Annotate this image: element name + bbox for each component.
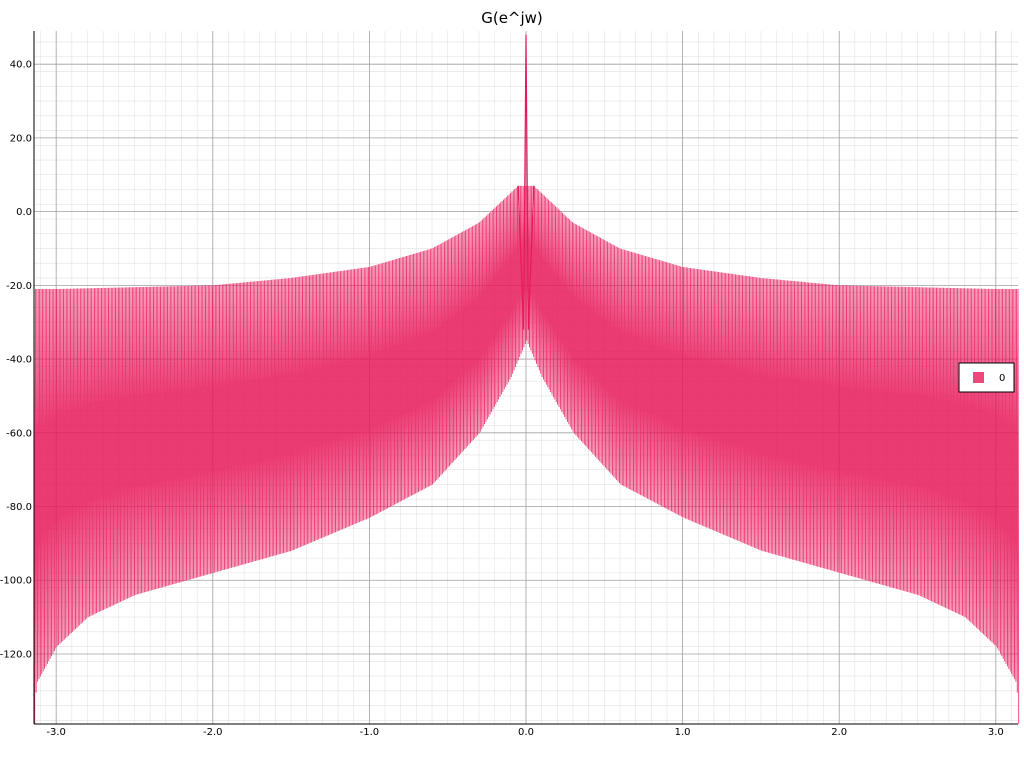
legend[interactable]: 0: [958, 362, 1015, 393]
legend-swatch: [973, 372, 984, 383]
y-tick-label: -120.0: [0, 649, 32, 660]
y-tick-label: 40.0: [10, 60, 32, 71]
y-tick-label: -100.0: [0, 576, 32, 587]
legend-label: 0: [999, 373, 1005, 384]
axes-layer: [33, 31, 1018, 725]
x-tick-label: 1.0: [675, 727, 691, 738]
y-tick-label: -80.0: [6, 502, 32, 513]
series-layer: [33, 34, 1020, 725]
x-tick-label: 3.0: [988, 727, 1004, 738]
series-line-0: [33, 185, 1020, 725]
tick-layer: -3.0 -2.0 -1.0 0.0 1.0 2.0 3.0 40.0 20.0 0.0 -20.0…: [0, 60, 1004, 738]
x-tick-label: 2.0: [831, 727, 847, 738]
x-tick-label: -3.0: [46, 727, 66, 738]
y-tick-label: -20.0: [6, 281, 32, 292]
y-tick-label: 20.0: [10, 133, 32, 144]
chart-title: G(e^jw): [481, 9, 543, 27]
y-tick-label: 0.0: [16, 207, 32, 218]
legend-box: [958, 362, 1015, 393]
y-tick-label: -60.0: [6, 428, 32, 439]
x-tick-label: -2.0: [203, 727, 223, 738]
y-tick-label: -40.0: [6, 355, 32, 366]
x-tick-label: -1.0: [360, 727, 380, 738]
series-peak-0: [517, 34, 535, 330]
x-tick-label: 0.0: [518, 727, 534, 738]
